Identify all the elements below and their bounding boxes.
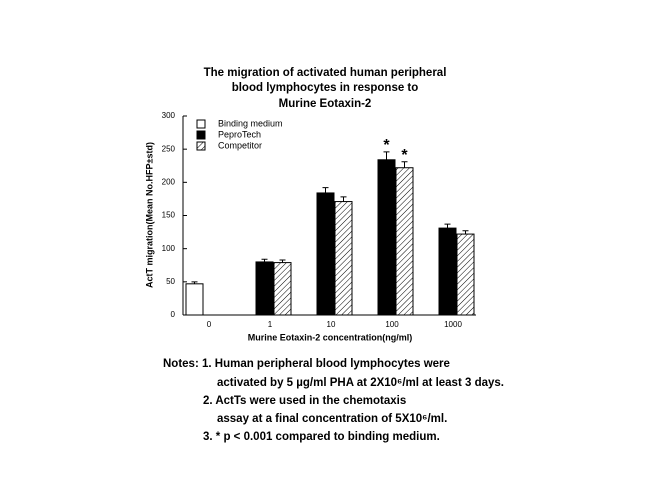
chart-title: Murine Eotaxin-2 [279, 98, 372, 110]
bar [334, 201, 353, 316]
x-tick-label: 1000 [444, 320, 462, 329]
error-bar [191, 281, 198, 284]
note-line: 3. * p < 0.001 compared to binding mediu… [203, 431, 440, 443]
legend-swatch [196, 119, 206, 129]
error-bar [462, 230, 469, 235]
y-tick-label: 150 [162, 211, 176, 220]
error-bar [383, 151, 390, 160]
legend-label: Binding medium [218, 118, 283, 128]
legend-swatch [196, 130, 206, 140]
error-bar [322, 187, 329, 193]
legend-label: Competitor [218, 140, 262, 150]
note-line: 2. ActTs were used in the chemotaxis [203, 395, 406, 407]
note-line: activated by 5 µg/ml PHA at 2X10⁶/ml at … [217, 377, 504, 389]
legend-swatch [196, 141, 206, 151]
chart-title: blood lymphocytes in response to [232, 82, 419, 94]
x-axis-label: Murine Eotaxin-2 concentration(ng/ml) [248, 332, 413, 342]
y-tick-label: 300 [162, 111, 176, 120]
bar [438, 227, 457, 316]
annotation: * [383, 137, 390, 154]
x-tick-label: 1 [268, 320, 273, 329]
error-bar [444, 223, 451, 229]
note-line: Notes: 1. Human peripheral blood lymphoc… [163, 358, 450, 370]
chart-title: The migration of activated human periphe… [204, 67, 447, 79]
error-bar [261, 258, 268, 262]
y-tick-label: 250 [162, 144, 176, 153]
note-line: assay at a final concentration of 5X10⁶/… [217, 413, 447, 425]
bar [377, 159, 396, 316]
y-tick-label: 100 [162, 244, 176, 253]
x-tick-label: 100 [385, 320, 399, 329]
notes: Notes: 1. Human peripheral blood lymphoc… [163, 358, 504, 443]
x-tick-label: 10 [327, 320, 336, 329]
y-tick-label: 50 [166, 277, 175, 286]
x-tick-label: 0 [207, 320, 212, 329]
bar [273, 262, 292, 316]
bar [395, 167, 414, 316]
y-tick-label: 0 [171, 310, 176, 319]
y-tick-label: 200 [162, 177, 176, 186]
bar [185, 283, 204, 316]
error-bar [279, 259, 286, 263]
legend-label: PeproTech [218, 129, 261, 139]
bar [255, 261, 274, 316]
bar [316, 192, 335, 316]
error-bar [340, 196, 347, 202]
error-bar [401, 161, 408, 168]
bar [456, 233, 475, 316]
annotation: * [401, 147, 408, 164]
y-axis-label: ActT migration(Mean No.HFP±std) [144, 142, 154, 288]
